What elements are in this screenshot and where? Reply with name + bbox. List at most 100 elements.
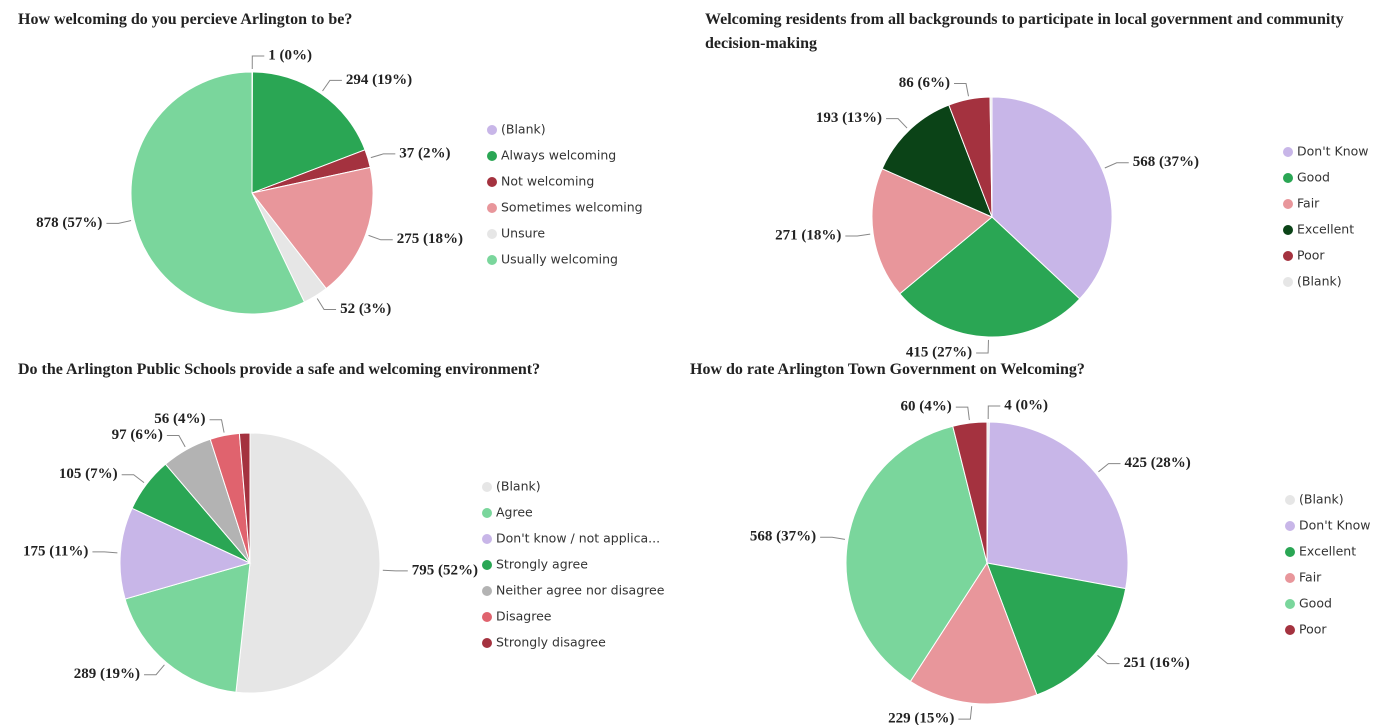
legend-marker xyxy=(482,534,492,544)
leader-line xyxy=(987,405,1001,420)
pie-slice xyxy=(881,104,993,218)
legend-label: Fair xyxy=(1297,196,1320,211)
legend-label: (Blank) xyxy=(1299,492,1344,507)
pie-slice xyxy=(130,71,306,315)
legend-label: Strongly agree xyxy=(496,557,588,572)
legend-label: Usually welcoming xyxy=(501,252,618,267)
legend-marker xyxy=(487,203,497,213)
legend-marker xyxy=(1283,225,1293,235)
legend-marker xyxy=(1285,547,1295,557)
chart-title: Welcoming residents from all backgrounds… xyxy=(705,11,1344,52)
leader-line xyxy=(955,406,970,421)
leader-line xyxy=(144,664,165,676)
legend-marker xyxy=(1283,147,1293,157)
pie-slice xyxy=(952,421,988,564)
leader-line xyxy=(316,298,337,311)
legend-marker xyxy=(1283,173,1293,183)
data-label: 568 (37%) xyxy=(750,529,816,545)
leader-line xyxy=(1098,463,1121,473)
data-label: 56 (4%) xyxy=(154,411,205,427)
legend-marker xyxy=(482,482,492,492)
chart-title: Do the Arlington Public Schools provide … xyxy=(18,361,541,378)
legend-marker xyxy=(487,177,497,187)
leader-line xyxy=(209,419,225,433)
pie-slice xyxy=(899,216,1081,338)
data-label: 425 (28%) xyxy=(1125,455,1191,471)
legend-marker xyxy=(1285,521,1295,531)
legend-label: (Blank) xyxy=(1297,274,1342,289)
legend-marker xyxy=(1285,625,1295,635)
leader-line xyxy=(1097,654,1120,665)
legend-label: (Blank) xyxy=(496,479,541,494)
data-label: 60 (4%) xyxy=(901,399,952,415)
leader-line xyxy=(166,435,186,448)
legend-marker xyxy=(482,560,492,570)
data-label: 193 (13%) xyxy=(816,110,882,126)
pie-slice xyxy=(986,421,1129,590)
data-label: 175 (11%) xyxy=(23,543,88,559)
data-label: 294 (19%) xyxy=(346,72,412,88)
chart-title: How welcoming do you percieve Arlington … xyxy=(18,11,353,28)
pie-slice xyxy=(251,71,366,194)
data-label: 1 (0%) xyxy=(268,47,312,63)
pie-slice xyxy=(989,96,993,218)
pie-slice xyxy=(909,561,1038,705)
legend-marker xyxy=(487,255,497,265)
data-label: 105 (7%) xyxy=(59,466,118,482)
pie-slice xyxy=(238,432,251,564)
pie-slice xyxy=(119,507,252,600)
pie-slice xyxy=(986,562,1127,696)
legend-label: Poor xyxy=(1297,248,1325,263)
legend-marker xyxy=(1285,495,1295,505)
chart-title: How do rate Arlington Town Government on… xyxy=(690,361,1085,378)
data-label: 271 (18%) xyxy=(775,227,841,243)
pie-slice xyxy=(251,166,374,290)
data-label: 795 (52%) xyxy=(412,562,478,578)
legend-marker xyxy=(487,151,497,161)
leader-line xyxy=(958,706,973,720)
legend-marker xyxy=(487,229,497,239)
leader-line xyxy=(121,474,145,484)
data-label: 275 (18%) xyxy=(397,231,463,247)
legend-label: Agree xyxy=(496,505,533,520)
data-label: 37 (2%) xyxy=(399,145,450,161)
leader-line xyxy=(954,83,970,97)
leader-line xyxy=(1104,162,1129,169)
data-label: 251 (16%) xyxy=(1123,655,1189,671)
legend-label: Fair xyxy=(1299,570,1322,585)
legend-marker xyxy=(487,125,497,135)
leader-line xyxy=(106,220,132,224)
leader-line xyxy=(382,569,408,572)
leader-line xyxy=(370,153,396,159)
legend-marker xyxy=(482,612,492,622)
legend-marker xyxy=(482,638,492,648)
leader-line xyxy=(820,536,846,540)
legend-label: Don't know / not applica... xyxy=(496,531,660,546)
data-label: 52 (3%) xyxy=(340,301,391,317)
legend-label: Unsure xyxy=(501,226,545,241)
legend-marker xyxy=(482,508,492,518)
legend-label: Always welcoming xyxy=(501,148,616,163)
leader-line xyxy=(251,55,265,70)
legend-label: Don't Know xyxy=(1299,518,1371,533)
leader-line xyxy=(976,339,989,354)
data-label: 97 (6%) xyxy=(112,427,163,443)
legend-label: Don't Know xyxy=(1297,144,1369,159)
legend-marker xyxy=(1283,277,1293,287)
legend-label: Sometimes welcoming xyxy=(501,200,643,215)
legend-label: Good xyxy=(1297,170,1330,185)
legend-label: Not welcoming xyxy=(501,174,594,189)
pie-slice xyxy=(871,168,993,295)
leader-line xyxy=(322,79,342,92)
leader-line xyxy=(886,118,908,129)
legend-label: Strongly disagree xyxy=(496,635,606,650)
legend-marker xyxy=(482,586,492,596)
legend-marker xyxy=(1285,573,1295,583)
data-label: 4 (0%) xyxy=(1004,397,1048,413)
pie-slice xyxy=(235,432,381,694)
legend-label: Disagree xyxy=(496,609,552,624)
data-label: 415 (27%) xyxy=(906,344,972,360)
legend-marker xyxy=(1283,199,1293,209)
